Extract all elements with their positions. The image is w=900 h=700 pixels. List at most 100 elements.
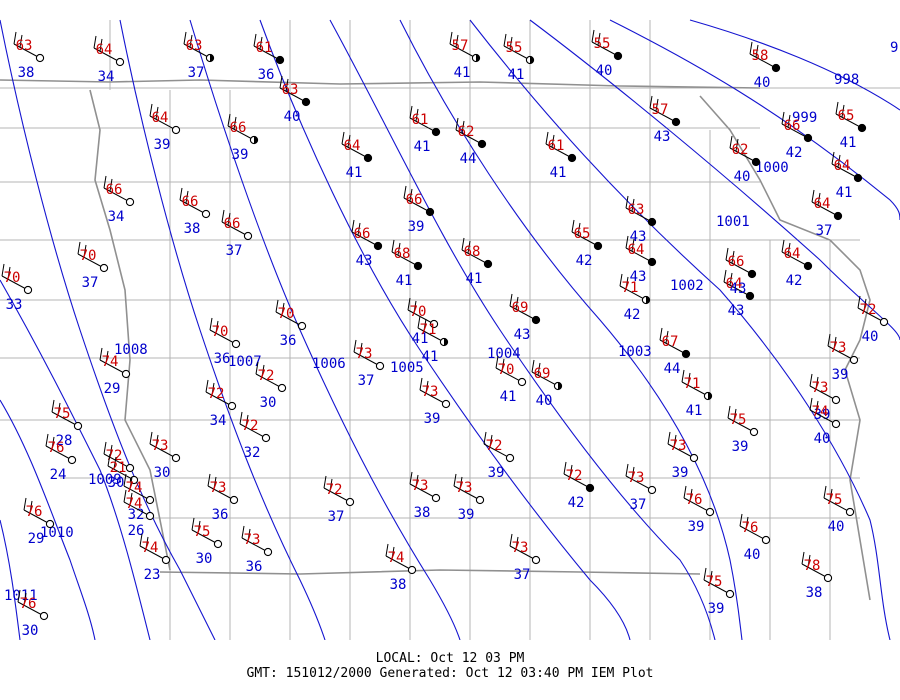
dewpoint-label: 32 (244, 445, 261, 461)
temperature-label: 75 (194, 524, 211, 540)
sky-cover-icon (531, 315, 541, 325)
station-plot: 64 37 (811, 189, 843, 239)
temperature-label: 70 (80, 248, 97, 264)
isobar (399, 19, 743, 640)
sky-cover-icon (201, 209, 211, 219)
wind-barb (239, 423, 267, 439)
wind-barb-flag (829, 488, 833, 502)
temperature-label: 66 (728, 254, 745, 270)
isobar-label: 1003 (618, 344, 652, 360)
wind-barb-flag (809, 397, 813, 411)
wind-barb-flag (455, 117, 459, 131)
station-plot: 63 38 (13, 31, 45, 81)
station-plot: 67 44 (659, 327, 691, 377)
sky-cover-icon (647, 217, 657, 227)
station-plot: 73 37 (625, 463, 657, 513)
dewpoint-label: 30 (196, 551, 213, 567)
temperature-label: 76 (742, 520, 759, 536)
wind-barb (809, 385, 837, 401)
dewpoint-label: 43 (728, 303, 745, 319)
wind-barb-flag (57, 402, 61, 416)
wind-barb (123, 485, 151, 501)
wind-barb-flag (13, 31, 17, 45)
temperature-label: 74 (142, 540, 159, 556)
sky-cover-icon (121, 369, 131, 379)
temperature-label: 61 (412, 112, 429, 128)
wind-barb-flag (113, 456, 117, 470)
wind-barb-flag (1, 263, 5, 277)
temperature-label: 61 (256, 40, 273, 56)
dewpoint-label: 43 (730, 281, 747, 297)
wind-barb-flag (83, 244, 87, 258)
dewpoint-label: 38 (390, 577, 407, 593)
wind-barb-flag (19, 34, 23, 48)
dewpoint-label: 42 (786, 145, 803, 161)
sky-cover-icon (803, 133, 813, 143)
dewpoint-label: 37 (328, 509, 345, 525)
wind-barb (483, 443, 511, 459)
wind-barb-flag (551, 134, 555, 148)
station-plot: 70 33 (1, 263, 33, 313)
wind-barb-flag (23, 592, 27, 606)
surface-map: 998 999 1000 1001 1002 1003 1004 1005 1006 1007 10… (0, 19, 900, 640)
wind-barb (823, 497, 851, 513)
wind-barb-flag (149, 103, 153, 117)
dewpoint-label: 44 (460, 151, 477, 167)
wind-barb-flag (419, 377, 423, 391)
station-plot: 72 32 (239, 411, 271, 461)
wind-barb (625, 207, 653, 223)
wind-barb-flag (461, 237, 465, 251)
station-plot: 73 39 (453, 473, 485, 523)
station-plot: 75 40 (823, 485, 855, 535)
wind-barb (351, 231, 379, 247)
wind-barb-flag (239, 411, 243, 425)
temperature-label: 74 (812, 404, 829, 420)
wind-barb-flag (625, 235, 629, 249)
wind-barb-flag (597, 32, 601, 46)
station-plot: 78 38 (801, 551, 833, 601)
sky-cover-icon (517, 377, 527, 387)
dewpoint-label: 30 (260, 395, 277, 411)
wind-barb (103, 187, 131, 203)
wind-barb (139, 545, 167, 561)
wind-barb-flag (631, 238, 635, 252)
wind-barb-flag (509, 533, 513, 547)
isobar (119, 19, 326, 640)
temperature-label: 66 (406, 192, 423, 208)
dewpoint-label: 38 (414, 505, 431, 521)
wind-barb-flag (51, 436, 55, 450)
wind-barb-flag (449, 31, 453, 45)
wind-barb-flag (807, 554, 811, 568)
wind-barb-flag (415, 108, 419, 122)
temperature-label: 72 (106, 448, 123, 464)
temperature-label: 64 (628, 242, 645, 258)
wind-barb-flag (227, 113, 231, 127)
wind-barb (419, 389, 447, 405)
station-plot: 73 37 (509, 533, 541, 583)
dewpoint-label: 39 (672, 465, 689, 481)
station-plot: 64 34 (93, 35, 125, 85)
wind-barb-flag (683, 485, 687, 499)
wind-barb-flag (409, 188, 413, 202)
wind-barb (545, 143, 573, 159)
wind-barb-flag (577, 222, 581, 236)
wind-barb (149, 443, 177, 459)
station-plot: 71 41 (417, 315, 449, 365)
wind-barb-flag (833, 336, 837, 350)
sky-cover-icon (857, 123, 867, 133)
wind-barb-flag (815, 400, 819, 414)
temperature-label: 66 (230, 120, 247, 136)
sky-cover-icon (73, 421, 83, 431)
temperature-label: 70 (410, 304, 427, 320)
wind-barb-flag (781, 239, 785, 253)
station-plot: 71 41 (681, 369, 713, 419)
wind-barb-flag (275, 299, 279, 313)
sky-cover-icon (749, 427, 759, 437)
wind-barb (563, 473, 591, 489)
isobar-label: 9 (890, 40, 898, 56)
wind-barb-flag (185, 190, 189, 204)
wind-barb-flag (139, 533, 143, 547)
dewpoint-label: 40 (754, 75, 771, 91)
wind-barb (353, 351, 381, 367)
